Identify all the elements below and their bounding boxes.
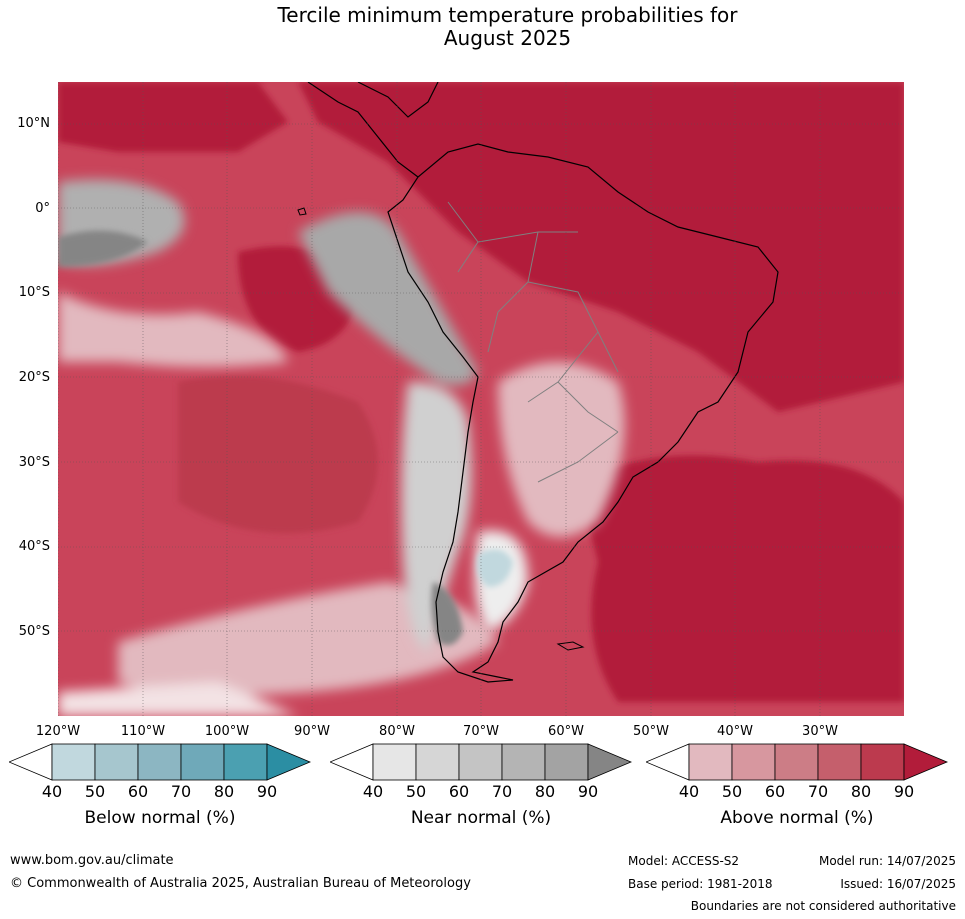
gridlines bbox=[58, 82, 904, 716]
cb-tick: 90 bbox=[256, 782, 278, 801]
cb-tick: 90 bbox=[577, 782, 599, 801]
footer-disclaimer: Boundaries are not considered authoritat… bbox=[690, 899, 956, 913]
cb-near-seg-5 bbox=[544, 743, 589, 781]
above-light-south bbox=[118, 582, 498, 696]
above-light-interior bbox=[498, 362, 625, 537]
cb-below-seg-4 bbox=[180, 743, 225, 781]
lon-label-100w: 100°W bbox=[204, 724, 250, 739]
lon-label-80w: 80°W bbox=[379, 724, 415, 739]
colorbar-near-title: Near normal (%) bbox=[410, 808, 552, 828]
cb-above-seg-6 bbox=[903, 743, 948, 781]
cb-tick: 50 bbox=[84, 782, 106, 801]
cb-near-seg-6 bbox=[587, 743, 632, 781]
cb-above-seg-0 bbox=[646, 743, 690, 781]
footer-model-run: Model run: 14/07/2025 bbox=[818, 854, 956, 868]
near-normal-chile bbox=[401, 382, 472, 652]
above-light-sw bbox=[58, 682, 298, 716]
near-normal-tierra-del-fuego bbox=[431, 582, 463, 646]
cb-tick: 80 bbox=[213, 782, 235, 801]
above-light-band bbox=[58, 292, 288, 367]
cb-below-seg-3 bbox=[137, 743, 182, 781]
cb-near-seg-3 bbox=[458, 743, 503, 781]
above-high-pacific bbox=[178, 375, 378, 534]
cb-near-seg-2 bbox=[415, 743, 460, 781]
falkland-islands bbox=[556, 641, 585, 651]
cb-tick: 70 bbox=[170, 782, 192, 801]
lon-label-30w: 30°W bbox=[802, 724, 838, 739]
central-america-coastline bbox=[307, 82, 439, 178]
lat-label-0: 0° bbox=[35, 201, 50, 216]
lat-label-40s: 40°S bbox=[18, 539, 50, 554]
cb-tick: 60 bbox=[764, 782, 786, 801]
footer-copyright: © Commonwealth of Australia 2025, Austra… bbox=[10, 876, 471, 891]
cb-tick: 60 bbox=[448, 782, 470, 801]
lon-label-40w: 40°W bbox=[717, 724, 753, 739]
south-america-coastline bbox=[387, 143, 779, 683]
cb-tick: 40 bbox=[362, 782, 384, 801]
cb-tick: 40 bbox=[41, 782, 63, 801]
galapagos-islands bbox=[297, 207, 307, 216]
cb-below-seg-5 bbox=[223, 743, 268, 781]
footer-issued: Issued: 16/07/2025 bbox=[840, 877, 956, 891]
lon-label-50w: 50°W bbox=[633, 724, 669, 739]
map-title: Tercile minimum temperature probabilitie… bbox=[190, 4, 825, 50]
lat-label-10s: 10°S bbox=[18, 285, 50, 300]
cb-near-seg-4 bbox=[501, 743, 546, 781]
cb-tick: 60 bbox=[127, 782, 149, 801]
cb-above-seg-3 bbox=[774, 743, 819, 781]
lat-label-10n: 10°N bbox=[17, 116, 50, 131]
cb-tick: 80 bbox=[534, 782, 556, 801]
cb-below-seg-2 bbox=[94, 743, 139, 781]
footer-url: www.bom.gov.au/climate bbox=[10, 853, 174, 868]
cb-tick: 50 bbox=[721, 782, 743, 801]
title-line-2: August 2025 bbox=[443, 26, 572, 50]
cb-below-seg-1 bbox=[51, 743, 96, 781]
title-line-1: Tercile minimum temperature probabilitie… bbox=[277, 3, 738, 27]
lat-label-20s: 20°S bbox=[18, 370, 50, 385]
near-normal-equator-dark bbox=[58, 230, 148, 267]
footer-base-period: Base period: 1981-2018 bbox=[628, 877, 773, 891]
colorbar-below-normal bbox=[9, 743, 311, 781]
lon-label-110w: 110°W bbox=[120, 724, 166, 739]
cb-above-seg-2 bbox=[731, 743, 776, 781]
colorbar-below-title: Below normal (%) bbox=[84, 808, 236, 828]
country-borders bbox=[447, 201, 619, 483]
cb-above-seg-5 bbox=[860, 743, 905, 781]
cb-above-seg-1 bbox=[688, 743, 733, 781]
cb-tick: 70 bbox=[491, 782, 513, 801]
lon-label-60w: 60°W bbox=[548, 724, 584, 739]
cb-above-seg-4 bbox=[817, 743, 862, 781]
cb-tick: 90 bbox=[893, 782, 915, 801]
probability-map bbox=[58, 82, 904, 716]
cb-below-seg-0 bbox=[9, 743, 53, 781]
lon-label-90w: 90°W bbox=[294, 724, 330, 739]
cb-tick: 50 bbox=[405, 782, 427, 801]
footer-model: Model: ACCESS-S2 bbox=[628, 854, 740, 868]
colorbar-above-normal bbox=[646, 743, 948, 781]
cb-tick: 70 bbox=[807, 782, 829, 801]
colorbar-above-title: Above normal (%) bbox=[720, 808, 874, 828]
above-high-north bbox=[298, 82, 904, 412]
lat-label-30s: 30°S bbox=[18, 455, 50, 470]
above-high-south-atlantic bbox=[578, 455, 904, 702]
near-normal-peru-coast bbox=[298, 212, 478, 386]
lon-label-120w: 120°W bbox=[35, 724, 81, 739]
cb-near-seg-0 bbox=[330, 743, 374, 781]
cb-near-seg-1 bbox=[372, 743, 417, 781]
cb-tick: 80 bbox=[850, 782, 872, 801]
cb-below-seg-6 bbox=[266, 743, 311, 781]
below-normal-patagonia bbox=[476, 549, 513, 587]
lon-label-70w: 70°W bbox=[463, 724, 499, 739]
lat-label-50s: 50°S bbox=[18, 624, 50, 639]
colorbar-near-normal bbox=[330, 743, 632, 781]
cb-tick: 40 bbox=[678, 782, 700, 801]
above-high-west bbox=[58, 82, 288, 152]
